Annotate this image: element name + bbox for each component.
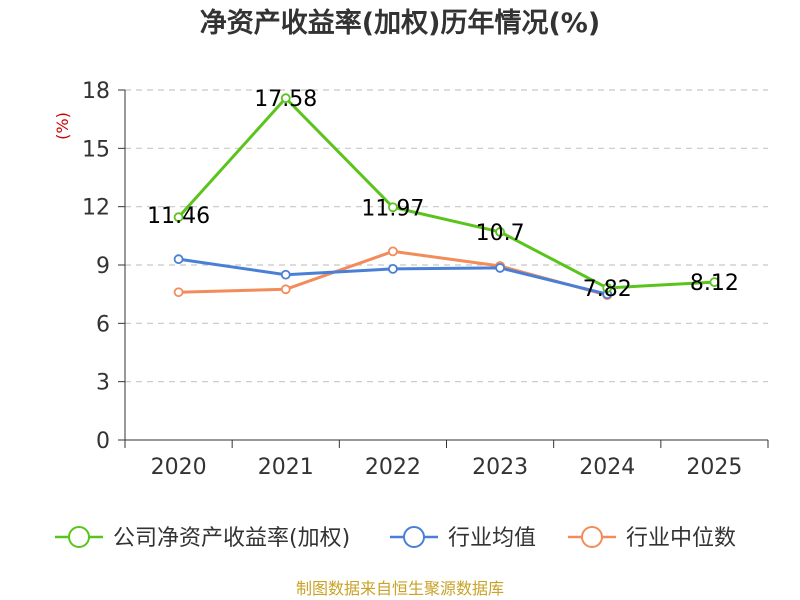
legend-marker <box>403 526 425 548</box>
source-note: 制图数据来自恒生聚源数据库 <box>296 579 504 598</box>
data-point <box>280 93 291 104</box>
legend-marker <box>68 526 90 548</box>
legend-label: 行业均值 <box>448 526 536 551</box>
data-label: 10.7 <box>476 221 525 246</box>
data-point <box>173 212 184 223</box>
y-tick-label: 15 <box>82 137 110 162</box>
series-line <box>177 96 715 290</box>
data-point <box>495 227 505 237</box>
y-tick-label: 9 <box>96 254 110 279</box>
x-tick-label: 2020 <box>151 455 207 480</box>
data-label: 11.97 <box>361 196 424 221</box>
data-label: 11.46 <box>147 204 210 229</box>
grid <box>125 89 768 383</box>
data-label: 17.58 <box>254 87 317 112</box>
legend-marker <box>581 526 603 548</box>
data-point <box>709 277 720 288</box>
series-layer <box>173 93 720 301</box>
data-point <box>173 254 184 265</box>
data-label: 8.12 <box>690 271 739 296</box>
y-tick-label: 3 <box>96 371 110 396</box>
y-tick-label: 0 <box>96 429 110 454</box>
data-point <box>495 263 505 273</box>
data-labels: 11.46 17.58 11.97 10.7 7.82 8.12 <box>147 87 739 302</box>
x-tick-label: 2021 <box>258 455 314 480</box>
data-point <box>280 269 291 280</box>
legend-label: 公司净资产收益率(加权) <box>113 526 350 551</box>
data-point <box>280 284 291 295</box>
y-tick-label: 18 <box>82 79 110 104</box>
x-tick-label: 2025 <box>686 455 742 480</box>
y-tick-label: 6 <box>96 312 110 337</box>
legend: 公司净资产收益率(加权) 行业均值 行业中位数 <box>55 526 736 551</box>
x-tick-label: 2023 <box>472 455 528 480</box>
data-label: 7.82 <box>583 277 632 302</box>
data-point <box>388 263 398 274</box>
legend-label: 行业中位数 <box>626 526 736 551</box>
y-axis-label: (%) <box>53 112 72 140</box>
data-point <box>173 287 184 298</box>
x-tick-label: 2024 <box>579 455 635 480</box>
chart-title: 净资产收益率(加权)历年情况(%) <box>200 7 600 39</box>
axes: 0 3 6 9 12 15 18 2020 2021 2022 2023 2024 2025 <box>82 79 769 480</box>
data-point <box>388 202 398 213</box>
data-point <box>602 283 613 293</box>
data-point <box>388 246 398 257</box>
y-tick-label: 12 <box>82 196 110 221</box>
x-tick-label: 2022 <box>365 455 421 480</box>
